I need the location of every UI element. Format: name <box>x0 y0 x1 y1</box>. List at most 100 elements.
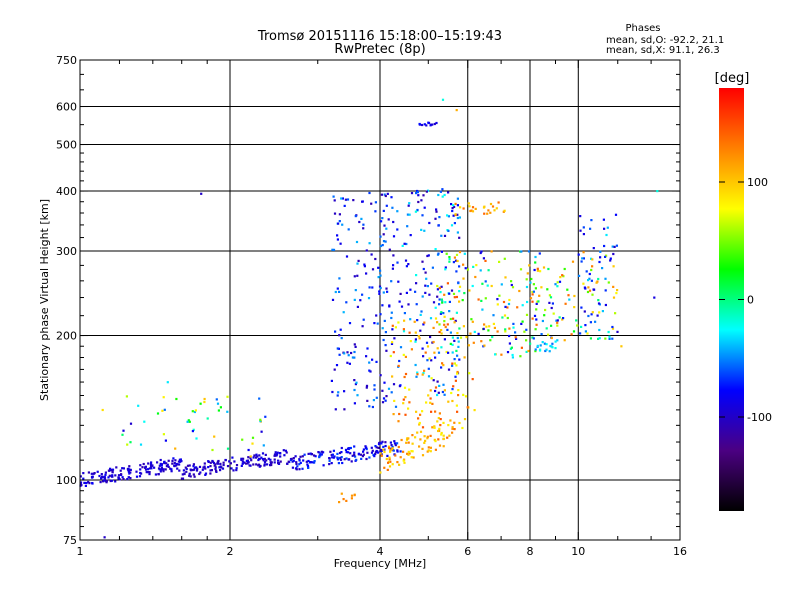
scatter-point <box>582 251 585 254</box>
scatter-point <box>441 390 444 394</box>
scatter-point <box>451 427 454 430</box>
scatter-point <box>455 311 458 314</box>
scatter-point <box>291 466 294 469</box>
y-tick-label: 200 <box>56 330 77 343</box>
scatter-point <box>377 276 380 279</box>
scatter-point <box>455 349 458 352</box>
stats-o-line: mean, sd,O: -92.2, 21.1 <box>606 35 724 46</box>
scatter-point <box>337 462 340 465</box>
scatter-point <box>379 287 382 290</box>
scatter-point <box>591 293 594 296</box>
scatter-point <box>402 450 405 453</box>
scatter-point <box>462 263 465 266</box>
scatter-point <box>571 260 575 263</box>
scatter-point <box>453 222 456 225</box>
scatter-point <box>456 332 459 335</box>
scatter-point <box>410 192 414 195</box>
scatter-point <box>607 330 610 334</box>
scatter-point <box>536 300 539 303</box>
scatter-point <box>357 259 360 262</box>
scatter-point <box>306 463 309 466</box>
scatter-point <box>451 388 454 391</box>
scatter-point <box>186 420 189 423</box>
scatter-point <box>449 317 452 321</box>
scatter-point <box>383 224 386 227</box>
scatter-point <box>247 448 250 452</box>
scatter-point <box>453 256 456 259</box>
scatter-point <box>187 419 190 422</box>
scatter-point <box>202 466 205 469</box>
scatter-point <box>91 475 94 478</box>
scatter-point <box>506 316 509 320</box>
scatter-point <box>110 468 113 471</box>
scatter-point <box>292 457 295 460</box>
scatter-point <box>409 318 412 321</box>
scatter-point <box>474 275 477 279</box>
scatter-point <box>504 330 507 333</box>
scatter-point <box>548 301 551 304</box>
scatter-point <box>128 472 131 475</box>
scatter-point <box>596 314 599 317</box>
scatter-point <box>451 207 454 210</box>
scatter-point <box>463 418 467 421</box>
scatter-point <box>508 342 511 345</box>
scatter-point <box>435 208 438 211</box>
scatter-point <box>440 285 443 288</box>
scatter-point <box>423 441 426 444</box>
scatter-point <box>463 356 466 359</box>
scatter-point <box>366 451 369 454</box>
scatter-point <box>188 474 191 477</box>
scatter-point <box>531 300 534 303</box>
scatter-point <box>496 330 499 333</box>
scatter-point <box>431 266 434 269</box>
scatter-point <box>440 332 443 335</box>
scatter-point <box>444 266 447 269</box>
scatter-point <box>380 454 383 457</box>
scatter-point <box>468 372 471 375</box>
scatter-point <box>414 290 417 293</box>
scatter-point <box>353 451 356 454</box>
scatter-point <box>90 472 93 475</box>
scatter-point <box>110 479 114 482</box>
scatter-point <box>439 312 442 315</box>
scatter-point <box>277 462 280 465</box>
scatter-point <box>359 299 362 302</box>
scatter-point <box>241 460 244 463</box>
x-tick-label: 4 <box>377 545 384 558</box>
scatter-point <box>391 463 394 466</box>
scatter-point <box>572 330 576 333</box>
scatter-point <box>129 422 133 425</box>
scatter-point <box>467 202 470 205</box>
scatter-point <box>397 280 400 283</box>
scatter-point <box>598 311 601 314</box>
scatter-point <box>389 450 392 453</box>
scatter-point <box>437 429 440 433</box>
scatter-point <box>456 231 459 234</box>
scatter-point <box>263 457 266 460</box>
scatter-point <box>137 404 140 407</box>
scatter-point <box>118 478 121 481</box>
scatter-point <box>540 286 543 289</box>
scatter-point <box>563 339 566 342</box>
scatter-point <box>199 402 202 405</box>
scatter-point <box>170 470 173 473</box>
scatter-point <box>456 336 459 340</box>
scatter-point <box>213 464 216 467</box>
scatter-point <box>440 311 443 314</box>
scatter-point <box>453 421 456 424</box>
scatter-point <box>322 464 325 467</box>
scatter-point <box>426 359 429 362</box>
scatter-point <box>348 322 352 325</box>
scatter-point <box>588 272 591 276</box>
scatter-point <box>590 257 593 260</box>
scatter-point <box>531 290 534 294</box>
scatter-point <box>477 298 480 301</box>
scatter-point <box>336 458 339 461</box>
scatter-point <box>408 452 411 455</box>
scatter-point <box>416 371 419 374</box>
scatter-point <box>525 313 529 316</box>
scatter-point <box>267 457 270 460</box>
scatter-point <box>580 325 583 328</box>
scatter-point <box>373 388 376 391</box>
scatter-point <box>604 337 607 340</box>
